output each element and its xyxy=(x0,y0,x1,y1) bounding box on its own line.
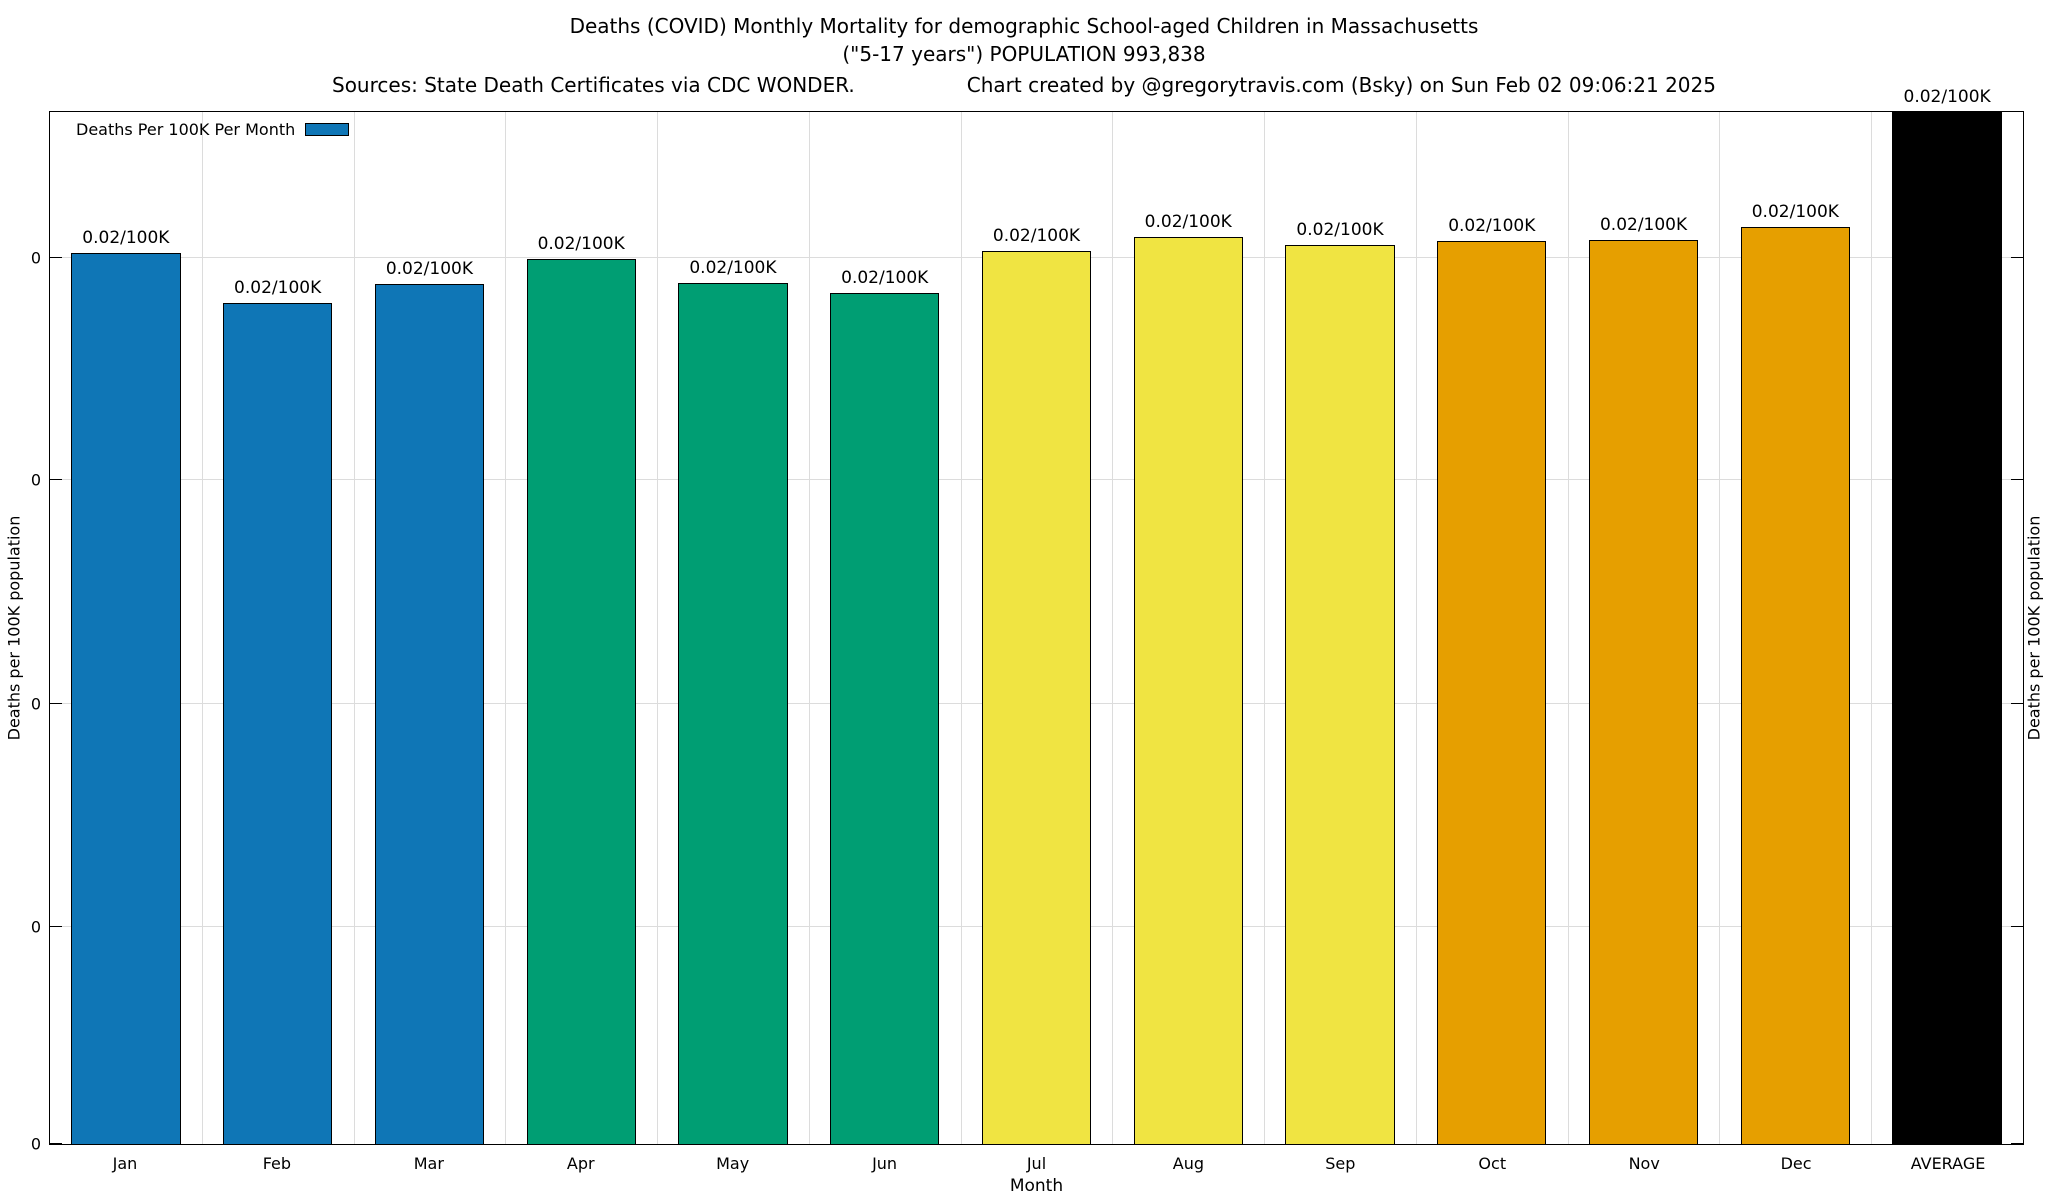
bar-slot: 0.02/100K xyxy=(354,112,506,1144)
bar-nov: 0.02/100K xyxy=(1588,215,1699,1144)
bar-apr: 0.02/100K xyxy=(526,234,636,1144)
y-tick-label: 0 xyxy=(30,248,41,268)
x-tick-apr: Apr xyxy=(566,1154,595,1173)
y-tick-label: 0 xyxy=(30,917,41,937)
x-tick-nov: Nov xyxy=(1628,1154,1660,1173)
bar-jul: 0.02/100K xyxy=(981,226,1092,1144)
x-tick-feb: Feb xyxy=(262,1154,292,1173)
chart-source-line: Sources: State Death Certificates via CD… xyxy=(0,71,2048,99)
y-tick-mark xyxy=(50,703,62,705)
v-gridline xyxy=(201,112,203,1144)
bars: 0.02/100K 0.02/100K 0.02/100K 0.02/100K 0.02… xyxy=(50,87,2023,1144)
bar-value-label: 0.02/100K xyxy=(1751,201,1839,222)
bar-value-label: 0.02/100K xyxy=(537,233,625,254)
y-tick-mark xyxy=(2011,479,2023,481)
y-tick-mark xyxy=(2011,256,2023,258)
bar-value-label: 0.02/100K xyxy=(689,258,777,279)
chart-sources: Sources: State Death Certificates via CD… xyxy=(332,73,855,97)
y-tick-mark xyxy=(2011,1143,2023,1144)
x-tick-average: AVERAGE xyxy=(1910,1154,1986,1173)
x-tick-jun: Jun xyxy=(872,1154,898,1173)
bar-oct: 0.02/100K xyxy=(1437,216,1547,1144)
x-tick-aug: Aug xyxy=(1172,1154,1205,1173)
y-tick-mark xyxy=(50,256,62,258)
v-gridline xyxy=(1719,112,1721,1144)
x-tick-oct: Oct xyxy=(1478,1154,1507,1173)
chart-subtitle: ("5-17 years") POPULATION 993,838 xyxy=(842,42,1206,66)
bar-value-label: 0.02/100K xyxy=(841,267,929,288)
y-tick-label: 0 xyxy=(30,470,41,490)
bar-slot: 0.02/100K xyxy=(657,112,809,1144)
legend: Deaths Per 100K Per Month xyxy=(76,120,350,139)
y-axis-label-right: Deaths per 100K population xyxy=(2024,515,2044,741)
bar-value-label: 0.02/100K xyxy=(82,228,170,249)
x-tick-jan: Jan xyxy=(112,1154,138,1173)
chart-credit: Chart created by @gregorytravis.com (Bsk… xyxy=(966,73,1716,97)
x-axis-label: Month xyxy=(1009,1176,1064,1196)
bar-jan: 0.02/100K xyxy=(71,228,181,1144)
y-axis-label-left: Deaths per 100K population xyxy=(4,515,24,741)
y-tick-mark xyxy=(2011,703,2023,705)
y-tick-mark xyxy=(50,479,62,481)
bar-jun: 0.02/100K xyxy=(830,268,940,1144)
y-tick-labels: 0 0 0 0 0 xyxy=(31,112,2023,1153)
bar-value-label: 0.02/100K xyxy=(992,226,1081,247)
chart-titles: Deaths (COVID) Monthly Mortality for dem… xyxy=(0,12,2048,99)
v-gridline xyxy=(1871,112,1873,1144)
v-gridline xyxy=(960,112,962,1144)
v-gridline xyxy=(505,112,507,1144)
v-gridline xyxy=(657,112,659,1144)
bar-slot: 0.02/100K xyxy=(961,112,1113,1144)
bar-slot: 0.02/100K xyxy=(505,112,657,1144)
v-gridline xyxy=(1264,112,1266,1144)
bar-slot: 0.02/100K xyxy=(809,112,961,1144)
v-gridline xyxy=(353,112,355,1144)
bar-feb: 0.02/100K xyxy=(223,278,333,1144)
x-tick-dec: Dec xyxy=(1780,1154,1812,1173)
y-tick-mark xyxy=(50,1143,62,1144)
v-gridline xyxy=(1112,112,1114,1144)
x-tick-labels: Jan Feb Mar Apr May Jun Jul Aug Sep Oct Nov Dec AVER… xyxy=(49,1154,2024,1173)
bar-aug: 0.02/100K xyxy=(1133,212,1243,1144)
bar-value-label: 0.02/100K xyxy=(1599,214,1688,235)
v-gridline xyxy=(1567,112,1569,1144)
bar-may: 0.02/100K xyxy=(678,258,788,1144)
bar-value-label: 0.02/100K xyxy=(1903,87,1991,107)
bar-value-label: 0.02/100K xyxy=(234,277,322,298)
bar-value-label: 0.02/100K xyxy=(1448,216,1536,236)
y-tick-mark xyxy=(50,925,62,927)
legend-label: Deaths Per 100K Per Month xyxy=(76,120,296,139)
y-tick-mark xyxy=(2011,925,2023,927)
bar-value-label: 0.02/100K xyxy=(1296,220,1384,241)
bar-slot: 0.02/100K xyxy=(1871,87,2023,1144)
bar-slot: 0.02/100K xyxy=(1112,112,1264,1144)
bar-dec: 0.02/100K xyxy=(1740,202,1850,1144)
x-tick-mar: Mar xyxy=(413,1154,444,1173)
bar-slot: 0.02/100K xyxy=(1264,112,1416,1144)
bar-slot: 0.02/100K xyxy=(50,112,202,1144)
bar-slot: 0.02/100K xyxy=(1416,112,1568,1144)
bar-sep: 0.02/100K xyxy=(1285,220,1395,1144)
legend-swatch xyxy=(305,123,350,136)
v-gridline xyxy=(1415,112,1417,1144)
bar-slot: 0.02/100K xyxy=(1568,112,1720,1144)
v-gridline xyxy=(808,112,810,1144)
y-tick-label: 0 xyxy=(30,694,41,714)
bar-mar: 0.02/100K xyxy=(374,259,485,1144)
bar-slot: 0.02/100K xyxy=(202,112,354,1144)
bar-value-label: 0.02/100K xyxy=(1144,211,1232,232)
bar-slot: 0.02/100K xyxy=(1719,112,1871,1144)
y-tick-label: 0 xyxy=(30,1134,41,1154)
x-tick-jul: Jul xyxy=(1026,1154,1047,1173)
x-tick-sep: Sep xyxy=(1325,1154,1356,1173)
bar-average: 0.02/100K xyxy=(1892,87,2002,1144)
x-tick-may: May xyxy=(716,1154,750,1173)
bar-value-label: 0.02/100K xyxy=(385,259,473,280)
chart-title: Deaths (COVID) Monthly Mortality for dem… xyxy=(569,14,1479,38)
